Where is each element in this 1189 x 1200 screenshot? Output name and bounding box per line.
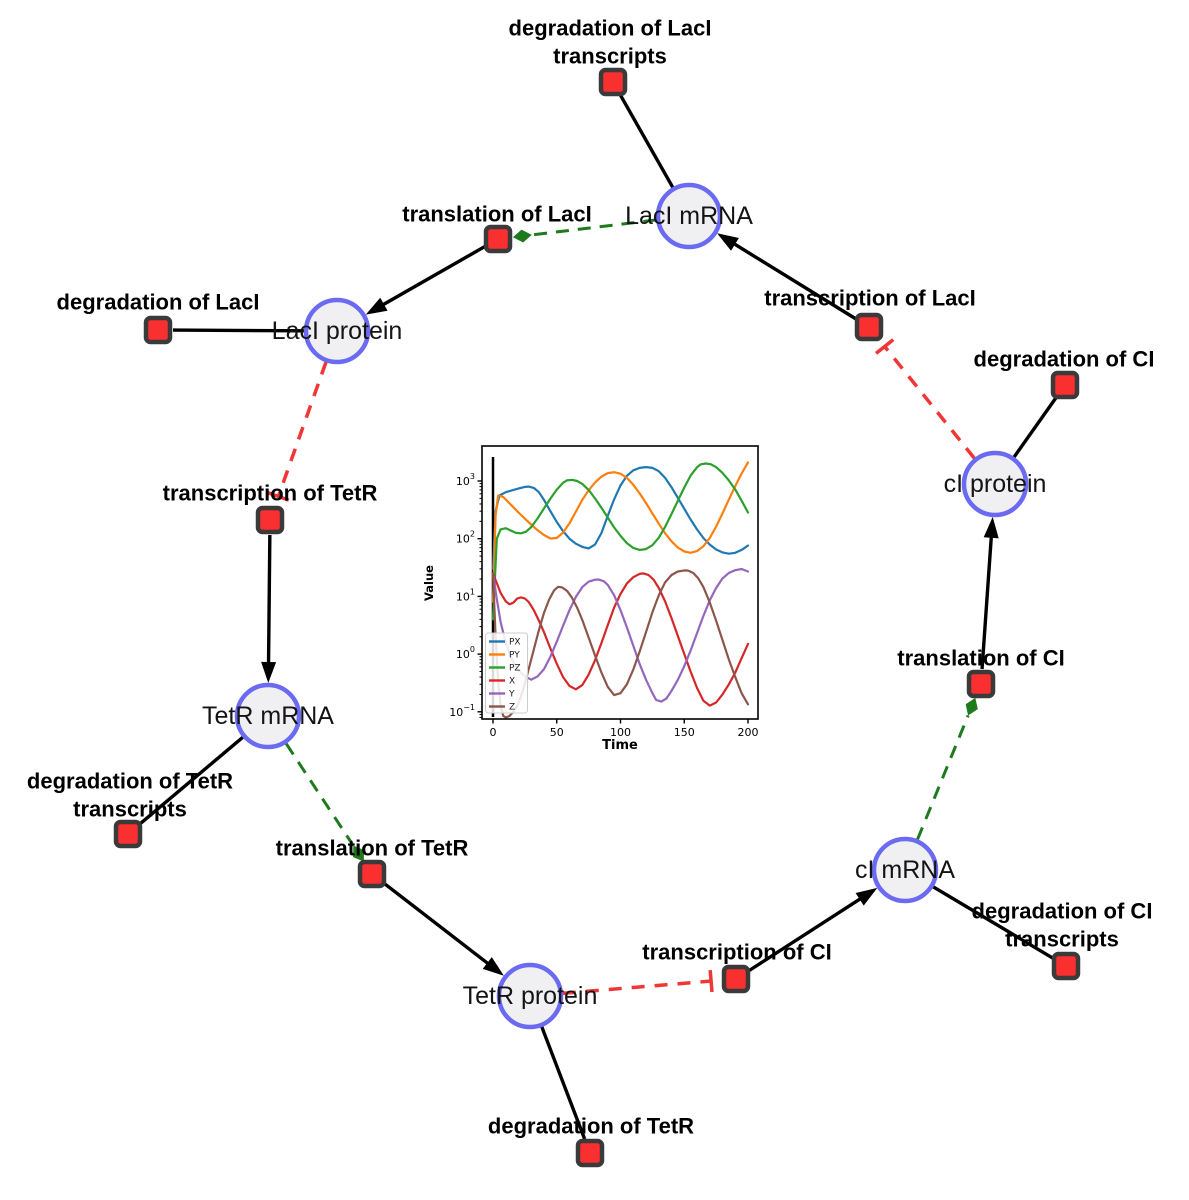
series-PX-line [491, 466, 750, 570]
edge-transcription-of-laci-laci-mrna-arrowhead [717, 233, 739, 251]
edge-laci-mrna-degradation-of-laci-transcripts [618, 94, 675, 189]
edge-transcription-of-tetr-tetr-mrna-arrowhead [261, 661, 277, 683]
reaction-node-transcription-of-laci[interactable] [854, 312, 884, 342]
edge-translation-of-laci-laci-protein [378, 244, 486, 309]
species-node-tetr-mrna[interactable] [234, 682, 302, 750]
edge-ci-protein-degradation-of-ci [1012, 396, 1058, 459]
edge-laci-protein-transcription-of-tetr-tee-bar [267, 491, 290, 502]
edge-transcription-of-ci-ci-mrna-arrowhead [855, 887, 878, 906]
y-axis-title: Value [422, 565, 436, 601]
x-tick-label: 50 [550, 726, 564, 739]
reaction-node-degradation-of-tetr[interactable] [575, 1138, 605, 1168]
y-tick-label: 103 [456, 472, 475, 488]
legend-label-Z: Z [509, 703, 515, 713]
edge-laci-protein-transcription-of-tetr [276, 361, 328, 498]
transcription-of-tetr-label: transcription of TetR [163, 481, 378, 506]
reaction-node-translation-of-tetr[interactable] [357, 859, 387, 889]
reaction-node-translation-of-ci[interactable] [966, 669, 996, 699]
series-X-line [491, 572, 750, 707]
degradation-of-ci-transcripts-label: degradation of CI [972, 899, 1153, 924]
degradation-of-tetr-label: degradation of TetR [488, 1114, 694, 1139]
reaction-node-transcription-of-tetr[interactable] [255, 505, 285, 535]
tetr-mrna-label: TetR mRNA [202, 702, 334, 730]
tetr-protein-label: TetR protein [463, 982, 598, 1010]
transcription-of-ci-label: transcription of CI [642, 940, 831, 965]
edge-tetr-mrna-translation-of-tetr [284, 742, 355, 847]
translation-of-tetr-label: translation of TetR [276, 836, 469, 861]
edge-translation-of-tetr-tetr-protein [382, 881, 493, 968]
laci-mrna-label: LacI mRNA [625, 202, 753, 230]
edges-layer [138, 94, 1058, 1140]
time-course-chart: 0 50 100 150 200 10−1 100 101 102 103 Time Value [422, 445, 759, 753]
x-axis-title: Time [602, 738, 638, 753]
y-tick-label: 102 [456, 530, 475, 546]
edge-tetr-protein-transcription-of-ci-tee-bar [708, 969, 714, 993]
reaction-node-degradation-of-ci[interactable] [1050, 370, 1080, 400]
edge-ci-mrna-translation-of-ci-diamond [965, 697, 978, 716]
edge-tetr-protein-degradation-of-tetr [540, 1026, 587, 1140]
translation-of-laci-label: translation of LacI [402, 202, 591, 227]
edge-ci-mrna-degradation-of-ci-transcripts [932, 885, 1054, 960]
legend-label-PZ: PZ [509, 664, 521, 674]
edge-transcription-of-tetr-tetr-mrna [266, 534, 272, 668]
x-tick-label: 200 [738, 726, 759, 739]
degradation-of-ci-transcripts-label: transcripts [1005, 927, 1119, 952]
reaction-node-degradation-of-tetr-transcripts[interactable] [113, 819, 143, 849]
ci-protein-label: cI protein [944, 470, 1047, 498]
y-tick-label: 101 [456, 587, 475, 603]
species-node-laci-mrna[interactable] [655, 182, 723, 250]
nodes-layer [113, 67, 1081, 1168]
labels-layer: degradation of LacI transcripts translatio… [27, 16, 1155, 1139]
edge-tetr-mrna-translation-of-tetr-diamond [353, 845, 364, 862]
series-PY-line [491, 461, 750, 604]
degradation-of-laci-transcripts-label: degradation of LacI [509, 16, 712, 41]
legend-box [485, 632, 528, 714]
edge-translation-of-tetr-tetr-protein-arrowhead [482, 957, 504, 976]
edge-transcription-of-laci-laci-mrna [729, 240, 858, 321]
degradation-of-tetr-transcripts-label: transcripts [73, 797, 187, 822]
series-PZ-line [491, 462, 750, 621]
ci-mrna-label: cI mRNA [855, 856, 955, 884]
x-tick-label: 100 [610, 726, 631, 739]
edge-ci-mrna-translation-of-ci [916, 714, 970, 841]
reaction-node-degradation-of-laci-transcripts[interactable] [598, 67, 628, 97]
edge-tetr-mrna-degradation-of-tetr-transcripts [138, 735, 244, 826]
degradation-of-tetr-transcripts-label: degradation of TetR [27, 769, 233, 794]
degradation-of-laci-transcripts-label: transcripts [553, 44, 667, 69]
edge-transcription-of-ci-ci-mrna [747, 895, 865, 973]
legend-label-PX: PX [509, 638, 521, 648]
y-tick-label: 100 [456, 645, 475, 661]
x-tick-label: 150 [674, 726, 695, 739]
species-node-ci-mrna[interactable] [871, 836, 939, 904]
edge-laci-protein-degradation-of-laci [172, 328, 305, 333]
species-node-laci-protein[interactable] [303, 297, 371, 365]
edge-translation-of-ci-ci-protein [980, 532, 994, 670]
x-tick-label: 0 [490, 726, 497, 739]
edge-tetr-protein-transcription-of-ci [562, 979, 712, 996]
edge-ci-protein-transcription-of-laci-tee-bar [874, 338, 895, 355]
reaction-node-translation-of-laci[interactable] [483, 224, 513, 254]
species-node-tetr-protein[interactable] [496, 962, 564, 1030]
legend-label-Y: Y [508, 690, 515, 700]
chart-legend: PX PY PZ XYZ [485, 632, 528, 714]
series-Y-line [491, 567, 750, 703]
degradation-of-laci-label: degradation of LacI [57, 290, 260, 315]
y-tick-label: 10−1 [449, 703, 475, 719]
reaction-node-transcription-of-ci[interactable] [721, 964, 751, 994]
edge-translation-of-laci-laci-protein-arrowhead [365, 297, 388, 315]
degradation-of-ci-label: degradation of CI [974, 347, 1155, 372]
transcription-of-laci-label: transcription of LacI [764, 286, 975, 311]
legend-label-X: X [509, 677, 515, 687]
laci-protein-label: LacI protein [272, 317, 403, 345]
species-node-ci-protein[interactable] [961, 450, 1029, 518]
legend-label-PY: PY [509, 651, 520, 661]
reaction-node-degradation-of-laci[interactable] [143, 315, 173, 345]
edge-ci-protein-transcription-of-laci [883, 345, 976, 460]
reaction-node-degradation-of-ci-transcripts[interactable] [1051, 951, 1081, 981]
translation-of-ci-label: translation of CI [897, 646, 1064, 671]
edge-laci-mrna-translation-of-laci-diamond [512, 229, 532, 243]
edge-translation-of-ci-ci-protein-arrowhead [983, 516, 999, 539]
